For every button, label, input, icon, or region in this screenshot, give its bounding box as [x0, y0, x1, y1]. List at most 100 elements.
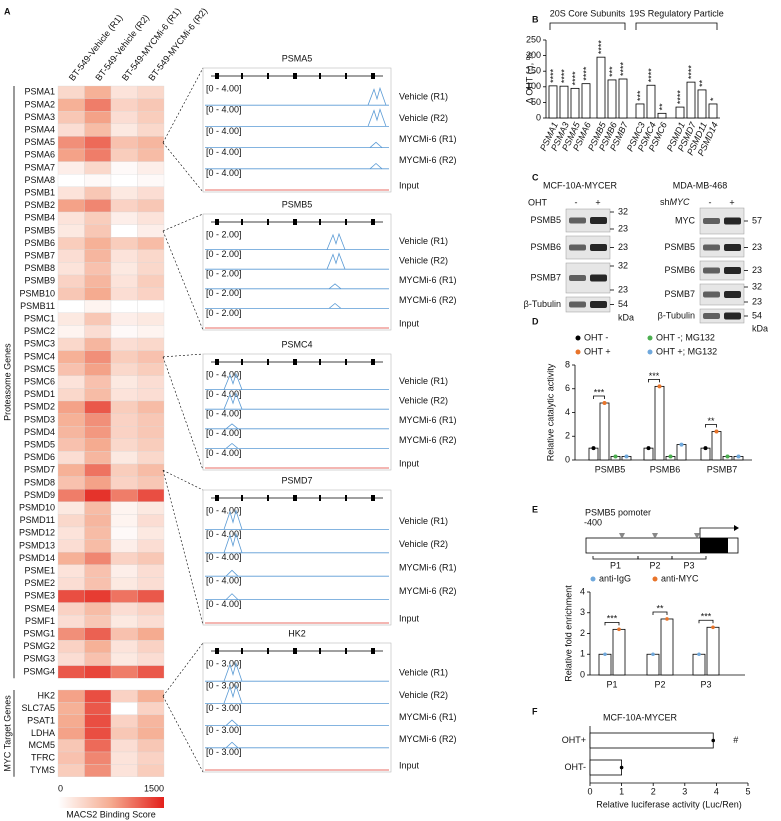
gene-label: PSME4 — [24, 603, 55, 613]
y-axis-label: Relative catalytic activity — [545, 363, 555, 461]
heatmap-cell — [110, 739, 138, 753]
y-tick-label: 2 — [580, 628, 585, 638]
marker-label: 32 — [618, 206, 628, 216]
heatmap-cell — [84, 287, 112, 301]
track-gene-title: PSMA5 — [282, 53, 313, 63]
data-point — [679, 442, 684, 447]
blot-panel — [699, 283, 745, 306]
heatmap-cell — [57, 539, 85, 553]
track-peak — [328, 283, 342, 290]
heatmap-cell — [84, 577, 112, 591]
gene-label: PSMD13 — [19, 540, 55, 550]
legend-marker — [652, 576, 658, 582]
heatmap-cell — [137, 375, 165, 389]
exon — [371, 219, 375, 225]
heatmap-cell — [137, 85, 165, 99]
track-box — [202, 353, 392, 471]
x-tick-label: PSMB6 — [650, 464, 681, 474]
data-point — [714, 429, 719, 434]
track-scale: [0 - 4.00] — [206, 168, 242, 178]
marker-label: 23 — [752, 242, 762, 252]
link-line — [162, 213, 204, 232]
y-tick-label: 0 — [580, 669, 585, 679]
x-tick-label: P3 — [700, 679, 711, 689]
blot-band — [590, 274, 607, 282]
heatmap-cell — [84, 174, 112, 187]
heatmap-cell — [57, 148, 85, 162]
data-point — [668, 454, 673, 459]
bar — [559, 85, 569, 119]
x-tick-label: 2 — [651, 786, 656, 796]
heatmap-cell — [84, 161, 112, 175]
data-point — [646, 446, 651, 451]
track-label: Vehicle (R2) — [399, 113, 448, 123]
blot-band — [703, 218, 720, 224]
heatmap-cell — [84, 136, 112, 150]
heatmap-cell — [84, 689, 112, 703]
bar — [596, 56, 606, 119]
heatmap-cell — [57, 312, 85, 326]
gene-label: PSMC5 — [24, 364, 55, 374]
legend-marker — [647, 349, 653, 355]
track-box — [202, 213, 392, 331]
heatmap-cell — [57, 589, 85, 603]
significance: *** — [701, 612, 712, 622]
bar — [599, 402, 610, 461]
gene-label: PSMD5 — [24, 439, 55, 449]
x-tick-label: P2 — [654, 679, 665, 689]
binding-site — [619, 533, 625, 539]
gene-label: PSMD4 — [24, 427, 55, 437]
heatmap-cell — [137, 689, 165, 703]
y-tick-label: 8 — [565, 359, 570, 369]
heatmap-cell — [57, 615, 85, 628]
data-point — [624, 454, 629, 459]
track-peak — [225, 423, 239, 430]
heatmap-cell — [137, 665, 165, 679]
heatmap-cell — [57, 451, 85, 465]
data-point — [711, 625, 715, 630]
panel-letter: C — [532, 172, 539, 182]
blot-band — [724, 267, 741, 274]
marker-label: 23 — [752, 296, 762, 306]
data-point — [617, 627, 621, 632]
marker-label: 23 — [618, 223, 628, 233]
heatmap-cell — [57, 350, 85, 364]
heatmap-cell — [137, 489, 165, 502]
track-label: Vehicle (R2) — [399, 256, 448, 266]
heatmap-cell — [110, 539, 138, 553]
gene-label: PSMA2 — [24, 99, 55, 109]
heatmap-cell — [110, 615, 138, 628]
track-scale: [0 - 4.00] — [206, 409, 242, 419]
heatmap-cell — [110, 552, 138, 565]
track-label: MYCMi-6 (R2) — [399, 734, 457, 744]
blot-band — [724, 291, 741, 298]
heatmap-cell — [137, 652, 165, 666]
exon — [241, 73, 243, 79]
legend-marker — [575, 335, 581, 341]
track-scale: [0 - 3.00] — [206, 658, 242, 668]
tss-arrowhead — [734, 525, 739, 531]
track-scale: [0 - 3.00] — [206, 747, 242, 757]
exon — [215, 495, 219, 501]
heatmap-cell — [110, 589, 138, 603]
heatmap-cell — [137, 413, 165, 427]
link-line — [162, 142, 204, 193]
panel-letter: E — [532, 504, 538, 514]
heatmap-cell — [84, 337, 112, 351]
heatmap-cell — [84, 602, 112, 616]
heatmap-cell — [110, 161, 138, 175]
blot-row-label: PSMB7 — [530, 272, 561, 282]
exon — [293, 495, 297, 501]
blot-band — [724, 217, 741, 225]
heatmap-cell — [57, 564, 85, 578]
heatmap-cell — [57, 764, 85, 777]
x-tick-label: PSMB5 — [595, 464, 626, 474]
y-axis-label: Δ OHT (-), % — [524, 52, 534, 103]
link-line — [162, 353, 204, 358]
heatmap-cell — [110, 262, 138, 276]
tss-arrow — [699, 527, 734, 538]
data-point — [591, 446, 596, 451]
track-label: MYCMi-6 (R1) — [399, 563, 457, 573]
panel-letter: A — [4, 6, 11, 16]
blot-row-label: MYC — [675, 215, 696, 225]
